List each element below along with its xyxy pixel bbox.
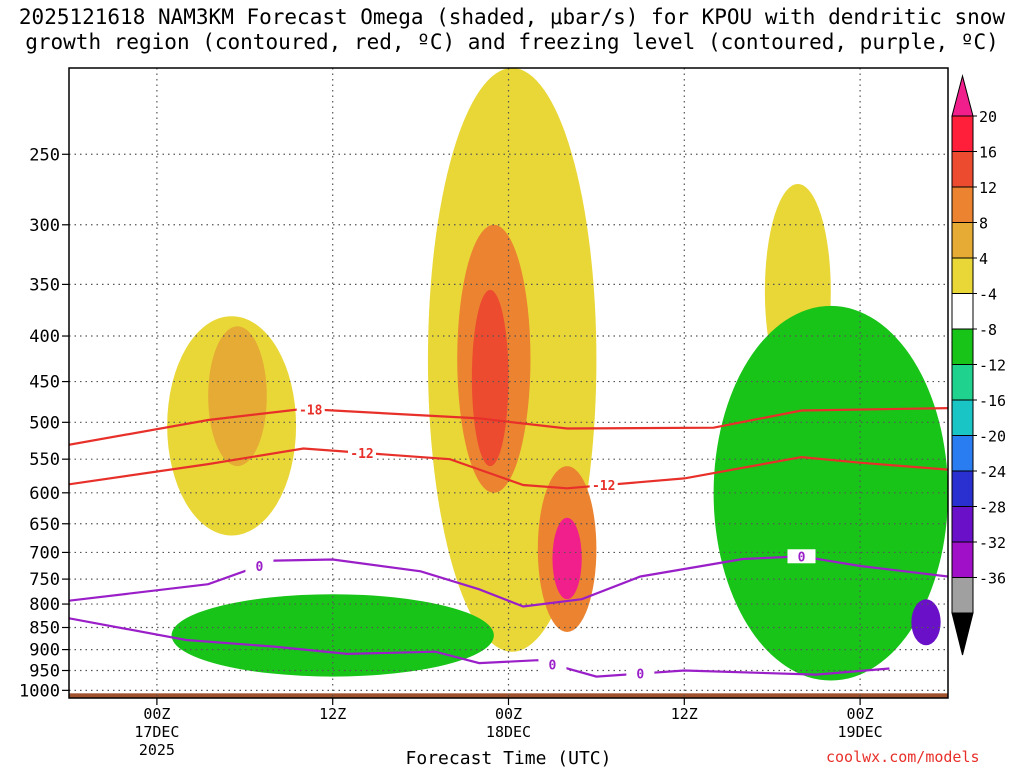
dgz-contour-minus12-label: -12 xyxy=(350,447,373,462)
colorbar-label--28: -28 xyxy=(979,499,1006,517)
colorbar-label--24: -24 xyxy=(979,463,1006,481)
x-tick-label-24-0: 00Z xyxy=(495,705,522,723)
y-tick-label-700: 700 xyxy=(29,543,60,563)
colorbar-label--16: -16 xyxy=(979,392,1006,410)
y-tick-label-350: 350 xyxy=(29,275,60,295)
chart-title-line-1: 2025121618 NAM3KM Forecast Omega (shaded… xyxy=(18,5,1006,29)
y-tick-label-250: 250 xyxy=(29,145,60,165)
y-tick-label-600: 600 xyxy=(29,484,60,504)
freezing-level-contour-lower-label-bg xyxy=(626,666,655,681)
colorbar-swatch--28 xyxy=(951,506,974,543)
freezing-level-contour-lower-label: 0 xyxy=(549,658,557,673)
colorbar-swatch--20 xyxy=(951,435,974,472)
colorbar-swatch-4 xyxy=(951,257,974,294)
dgz-contour-minus18-label-bg xyxy=(296,402,325,417)
freezing-level-contour-upper-label: 0 xyxy=(256,560,264,575)
dgz-contour-minus12-label-bg xyxy=(348,445,376,460)
credit-text: coolwx.com/models xyxy=(826,748,980,766)
y-tick-label-400: 400 xyxy=(29,327,60,347)
colorbar-swatch--16 xyxy=(951,399,974,436)
colorbar-label-8: 8 xyxy=(979,215,988,233)
colorbar-swatch--24 xyxy=(951,470,974,507)
colorbar-swatch--12 xyxy=(951,364,974,401)
freezing-level-contour-upper-label-bg xyxy=(245,558,274,573)
freezing-level-contour-upper-label: 0 xyxy=(798,550,806,565)
colorbar-swatch--36 xyxy=(951,577,974,614)
freezing-level-contour-lower-label-bg xyxy=(538,657,567,672)
x-tick-label-48-0: 00Z xyxy=(847,705,874,723)
colorbar-swatch--8 xyxy=(951,328,974,365)
x-tick-label-24-1: 18DEC xyxy=(486,723,531,741)
dgz-contour-minus12 xyxy=(69,447,948,490)
colorbar-swatch-8 xyxy=(951,222,974,259)
colorbar-label--20: -20 xyxy=(979,428,1006,446)
chart-title-line-2: growth region (contoured, red, ºC) and f… xyxy=(25,30,999,54)
dgz-contour-minus18-label: -18 xyxy=(299,403,323,418)
colorbar-swatch-16 xyxy=(951,151,974,188)
colorbar-label--12: -12 xyxy=(979,357,1006,375)
colorbar-top-triangle xyxy=(951,74,974,117)
colorbar-label-4: 4 xyxy=(979,250,988,268)
y-tick-label-300: 300 xyxy=(29,216,60,236)
x-tick-label-0-2: 2025 xyxy=(139,741,175,759)
colorbar-bottom-triangle xyxy=(951,612,974,656)
colorbar-label--4: -4 xyxy=(979,286,997,304)
freezing-level-contour-lower xyxy=(69,617,890,678)
y-tick-label-900: 900 xyxy=(29,641,60,661)
x-tick-label-0-1: 17DEC xyxy=(134,723,179,741)
dgz-contour-minus18 xyxy=(69,407,948,446)
x-tick-label-48-1: 19DEC xyxy=(838,723,883,741)
omega-region-main-peak-lower xyxy=(552,517,582,600)
colorbar-swatch-20 xyxy=(951,115,974,152)
freezing-level-contour-upper-label-bg xyxy=(787,549,816,564)
y-tick-label-550: 550 xyxy=(29,450,60,470)
colorbar-swatch--32 xyxy=(951,541,974,578)
colorbar-label-20: 20 xyxy=(979,108,997,126)
colorbar-label--8: -8 xyxy=(979,321,997,339)
y-tick-label-950: 950 xyxy=(29,662,60,682)
y-tick-label-1000: 1000 xyxy=(19,681,60,701)
freezing-level-contour-lower-label: 0 xyxy=(636,668,644,683)
x-axis-label: Forecast Time (UTC) xyxy=(406,748,612,768)
x-tick-label-12-0: 12Z xyxy=(319,705,346,723)
dgz-contour-minus12-label: -12 xyxy=(592,479,615,494)
y-tick-label-450: 450 xyxy=(29,373,60,393)
omega-region-upper-core-left xyxy=(208,326,267,467)
colorbar-label-16: 16 xyxy=(979,144,997,162)
y-tick-label-750: 750 xyxy=(29,570,60,590)
colorbar-label-12: 12 xyxy=(979,179,997,197)
y-tick-label-650: 650 xyxy=(29,515,60,535)
y-tick-label-500: 500 xyxy=(29,413,60,433)
colorbar-label--36: -36 xyxy=(979,570,1006,588)
colorbar-label--32: -32 xyxy=(979,534,1006,552)
y-tick-label-850: 850 xyxy=(29,618,60,638)
y-tick-label-800: 800 xyxy=(29,595,60,615)
dgz-contour-minus12-label-bg xyxy=(589,478,618,493)
omega-region-main-peak-upper xyxy=(471,289,509,467)
omega-region-descent-right xyxy=(713,305,948,681)
colorbar-swatch--4 xyxy=(951,293,974,330)
x-tick-label-36-0: 12Z xyxy=(671,705,698,723)
colorbar-swatch-12 xyxy=(951,186,974,223)
x-tick-label-0-0: 00Z xyxy=(143,705,170,723)
omega-region-descent-right-core xyxy=(911,599,941,646)
